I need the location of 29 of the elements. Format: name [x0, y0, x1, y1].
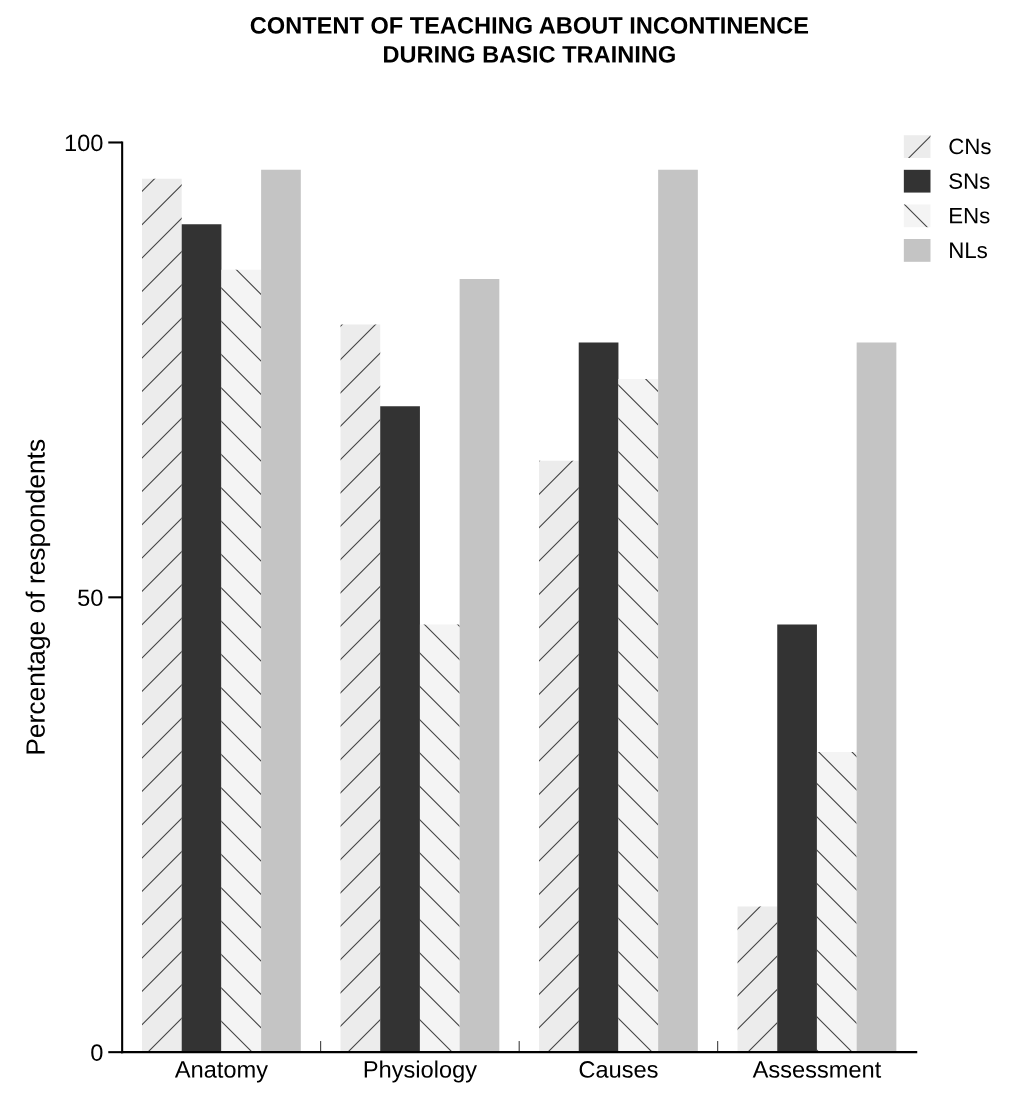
bar [618, 379, 659, 1053]
bar [816, 751, 857, 1053]
bar [658, 169, 698, 1053]
bar [856, 342, 897, 1053]
bar [539, 460, 579, 1053]
y-tick-label: 100 [65, 134, 103, 152]
x-tick-label: Assessment [752, 1061, 882, 1078]
y-tick-label: 50 [78, 589, 103, 607]
bar [380, 406, 420, 1053]
bar [221, 269, 262, 1053]
x-tick-label: Anatomy [174, 1061, 268, 1083]
x-tick-label: Causes [579, 1061, 658, 1078]
y-axis-title: Percentage of respondents [25, 439, 51, 754]
bar [340, 324, 381, 1053]
y-tick-label: 0 [91, 1044, 103, 1061]
bar [142, 178, 182, 1053]
chart-title: CONTENT OF TEACHING ABOUT INCONTINENCE DURING BASIC TRAINING [250, 17, 809, 63]
bar [777, 624, 817, 1053]
bar [737, 906, 778, 1053]
bar [261, 169, 301, 1053]
bar [459, 278, 500, 1053]
x-tick-label: Physiology [364, 1060, 477, 1083]
bar [181, 224, 222, 1053]
legend-label: SNs [949, 173, 990, 189]
bar [419, 624, 460, 1053]
legend-label: CNs [949, 138, 991, 155]
legend-label: NLs [950, 242, 987, 259]
bar [578, 342, 619, 1053]
legend-label: ENs [950, 208, 990, 224]
